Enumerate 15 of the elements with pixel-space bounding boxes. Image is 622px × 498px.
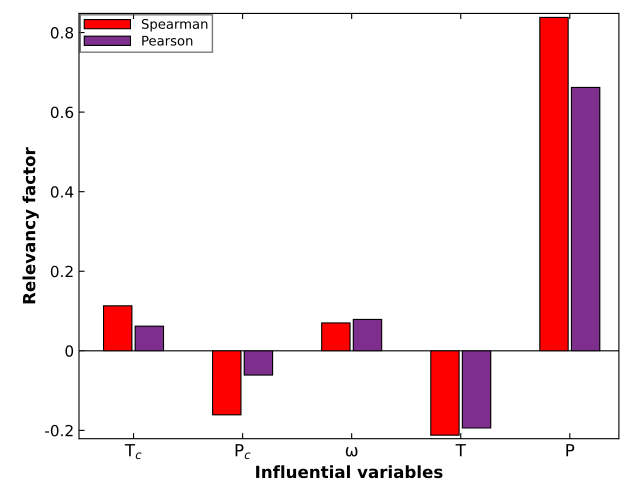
y-tick-label: 0.2 — [50, 266, 73, 278]
y-tick-label: 0.8 — [50, 27, 74, 39]
x-tick-label: T — [456, 444, 466, 456]
x-tick-label: P$_{c}$ — [236, 444, 250, 460]
legend-label: Pearson — [142, 36, 192, 46]
y-tick-label: 0.6 — [50, 106, 74, 118]
y-tick-label: 0 — [65, 345, 74, 357]
x-tick-label: P — [566, 444, 574, 456]
x-tick-label: ω — [346, 447, 358, 456]
x-axis-title: Influential variables — [256, 465, 442, 478]
y-tick-label: -0.2 — [45, 424, 73, 436]
legend-label: Spearman — [142, 18, 208, 32]
y-tick-label: 0.4 — [50, 186, 74, 198]
x-tick-label: T$_{c}$ — [124, 444, 142, 460]
y-axis-title: Relevancy factor — [22, 147, 39, 304]
